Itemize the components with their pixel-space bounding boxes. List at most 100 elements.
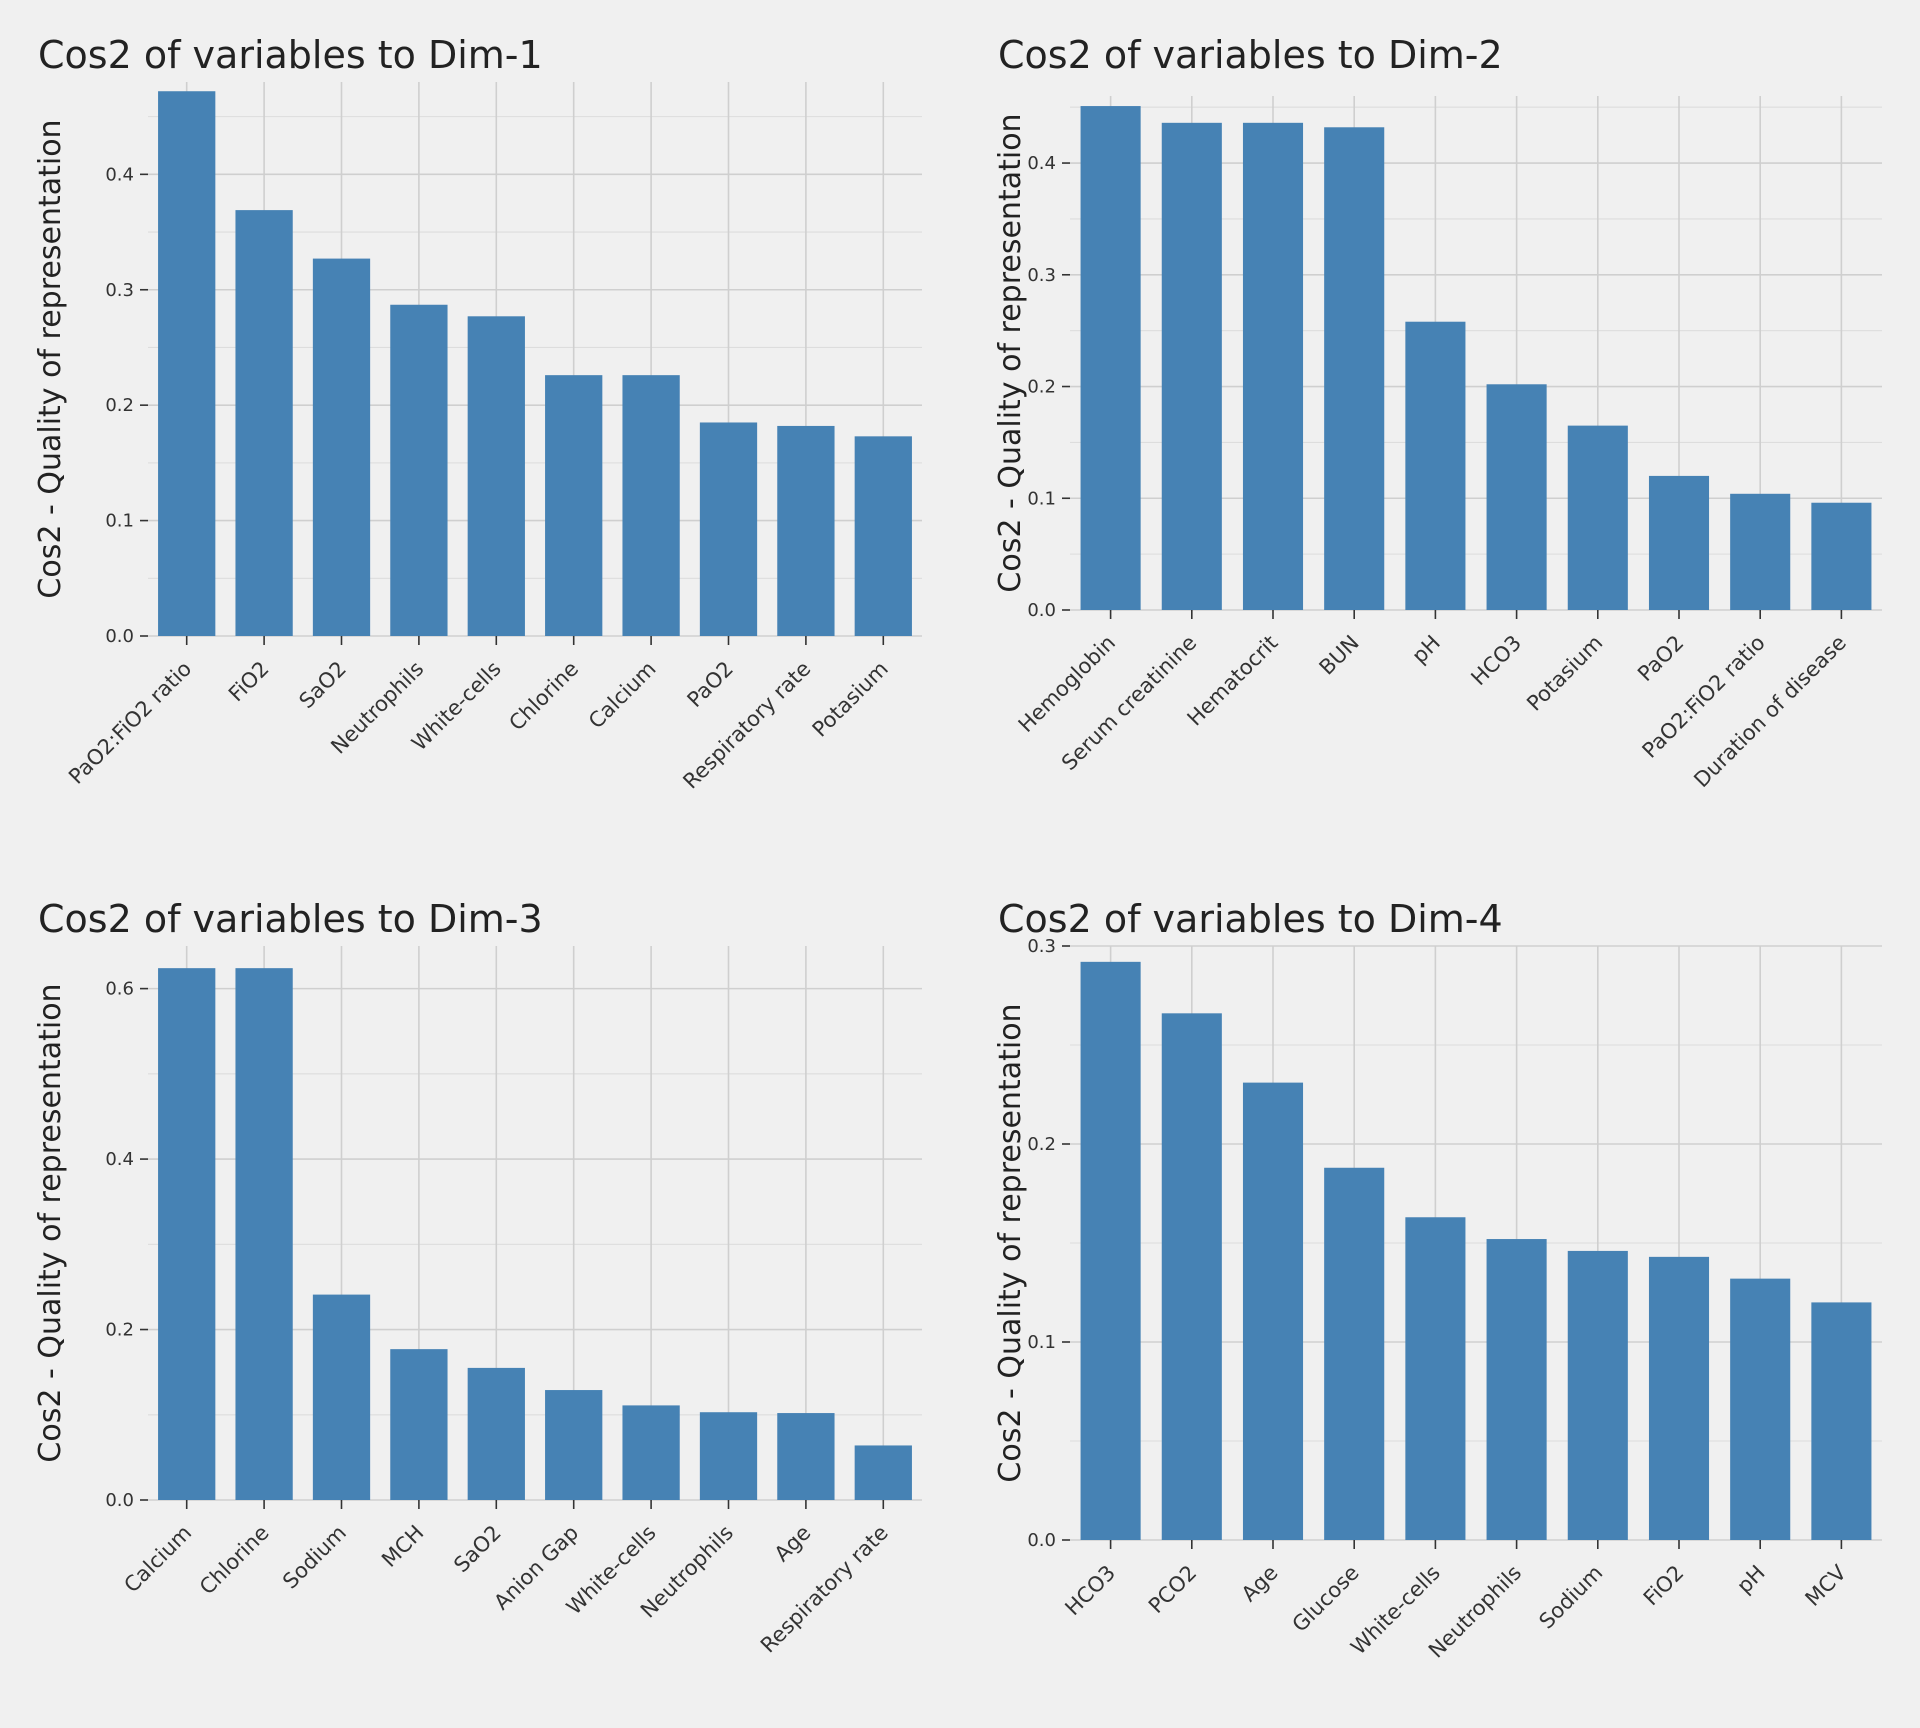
category-label: Age [770,1521,816,1567]
chart-svg: Cos2 of variables to Dim-1 0.0 0.1 0.2 0.3 0.… [33,33,922,794]
chart-svg: Cos2 of variables to Dim-2 0.0 0.1 0.2 0.3 0.… [993,33,1882,793]
chart-dim-3: Cos2 of variables to Dim-3 0.0 0.2 0.4 0.6 Ca… [0,864,960,1728]
chart-svg: Cos2 of variables to Dim-3 0.0 0.2 0.4 0.6 Ca… [33,897,922,1658]
chart-dim-2: Cos2 of variables to Dim-2 0.0 0.1 0.2 0.3 0.… [960,0,1920,864]
y-tick-label: 0.2 [1027,1134,1056,1155]
bar-dim-3-1 [235,968,293,1500]
bar-dim-2-6 [1567,425,1628,610]
chart-dim-1: Cos2 of variables to Dim-1 0.0 0.1 0.2 0.3 0.… [0,0,960,864]
bar-dim-4-1 [1161,1013,1222,1540]
bar-dim-3-4 [467,1367,525,1500]
bar-dim-1-5 [545,375,603,636]
bar-dim-1-1 [235,210,293,637]
y-tick-label: 0.1 [1027,488,1056,509]
category-label: PaO2 [1633,631,1688,686]
category-label: Chlorine [504,657,583,736]
y-axis-title: Cos2 - Quality of representation [993,1003,1028,1482]
category-label: Chlorine [195,1521,274,1600]
bar-dim-3-7 [699,1412,758,1500]
bar-dim-1-7 [699,422,758,636]
bar-dim-3-6 [622,1405,680,1500]
category-label: Sodium [278,1521,351,1594]
bar-dim-1-6 [622,375,680,636]
bar-dim-1-8 [777,425,835,636]
category-label: SaO2 [294,657,351,714]
y-tick-label: 0.2 [105,1320,134,1341]
dim-4-title: Cos2 of variables to Dim-4 [998,897,1503,941]
bar-dim-2-0 [1080,106,1141,610]
y-tick-label: 0.3 [105,280,134,301]
bar-dim-2-1 [1161,122,1222,611]
bar-dim-1-3 [390,304,448,636]
bar-dim-1-9 [854,436,912,636]
dim-3-title: Cos2 of variables to Dim-3 [38,897,543,941]
y-tick-label: 0.4 [105,1149,134,1170]
bar-dim-2-9 [1811,502,1872,610]
y-tick-label: 0.0 [105,626,134,647]
y-axis-title: Cos2 - Quality of representation [33,983,68,1462]
category-label: Respiratory rate [756,1521,893,1658]
bar-dim-4-5 [1486,1239,1547,1540]
category-label: PaO2:FiO2 ratio [64,657,196,789]
category-label: SaO2 [449,1521,506,1578]
y-tick-label: 0.1 [105,511,134,532]
bar-dim-3-8 [777,1413,835,1500]
bar-dim-2-3 [1324,127,1385,610]
category-label: MCH [377,1521,428,1572]
y-tick-label: 0.3 [1027,936,1056,957]
category-label: pH [1732,1561,1770,1599]
bar-dim-2-2 [1242,122,1304,611]
y-tick-label: 0.4 [105,164,134,185]
y-tick-label: 0.1 [1027,1332,1056,1353]
bar-dim-3-5 [545,1390,603,1500]
bar-dim-2-4 [1405,321,1466,610]
category-label: Serum creatinine [1057,631,1201,775]
y-tick-label: 0.3 [1027,265,1056,286]
y-tick-label: 0.2 [1027,377,1056,398]
bar-dim-4-7 [1648,1256,1710,1540]
bar-dim-3-2 [312,1294,371,1500]
bar-dim-2-5 [1486,384,1547,610]
category-label: Calcium [584,657,661,734]
bar-dim-4-2 [1242,1082,1304,1540]
bar-dim-4-3 [1324,1167,1385,1540]
dim-1-title: Cos2 of variables to Dim-1 [38,33,543,77]
bar-dim-3-0 [158,968,216,1500]
category-label: Respiratory rate [678,657,815,794]
bar-dim-1-4 [467,316,525,636]
y-tick-label: 0.2 [105,395,134,416]
bar-dim-1-2 [312,258,371,636]
y-axis-title: Cos2 - Quality of representation [33,119,68,598]
category-label: Duration of disease [1689,631,1851,793]
bar-dim-4-9 [1811,1302,1872,1540]
y-tick-label: 0.6 [105,979,134,1000]
dim-2-title: Cos2 of variables to Dim-2 [998,33,1503,77]
category-label: FiO2 [224,657,274,707]
category-label: Calcium [120,1521,197,1598]
category-label: PCO2 [1144,1561,1201,1618]
bar-dim-4-8 [1730,1278,1791,1540]
bar-dim-4-0 [1080,961,1141,1540]
y-tick-label: 0.4 [1027,153,1056,174]
category-label: MCV [1801,1560,1852,1611]
bar-dim-3-3 [390,1349,448,1500]
y-axis-title: Cos2 - Quality of representation [993,113,1028,592]
bar-dim-2-8 [1730,493,1791,610]
category-label: Sodium [1534,1561,1607,1634]
category-label: Age [1237,1561,1283,1607]
category-label: pH [1407,631,1445,669]
bar-dim-4-4 [1405,1217,1466,1540]
category-label: FiO2 [1639,1561,1689,1611]
category-label: HCO3 [1466,631,1526,691]
chart-svg: Cos2 of variables to Dim-4 0.0 0.1 0.2 0.3 HC… [993,897,1882,1663]
category-label: BUN [1315,631,1364,680]
bar-dim-2-7 [1648,475,1710,610]
category-label: Glucose [1288,1561,1364,1637]
category-label: Potasium [1522,631,1607,716]
category-label: HCO3 [1060,1561,1120,1621]
bar-dim-1-0 [158,91,216,636]
y-tick-label: 0.0 [1027,600,1056,621]
bar-dim-3-9 [854,1445,912,1500]
bar-dim-4-6 [1567,1250,1628,1540]
